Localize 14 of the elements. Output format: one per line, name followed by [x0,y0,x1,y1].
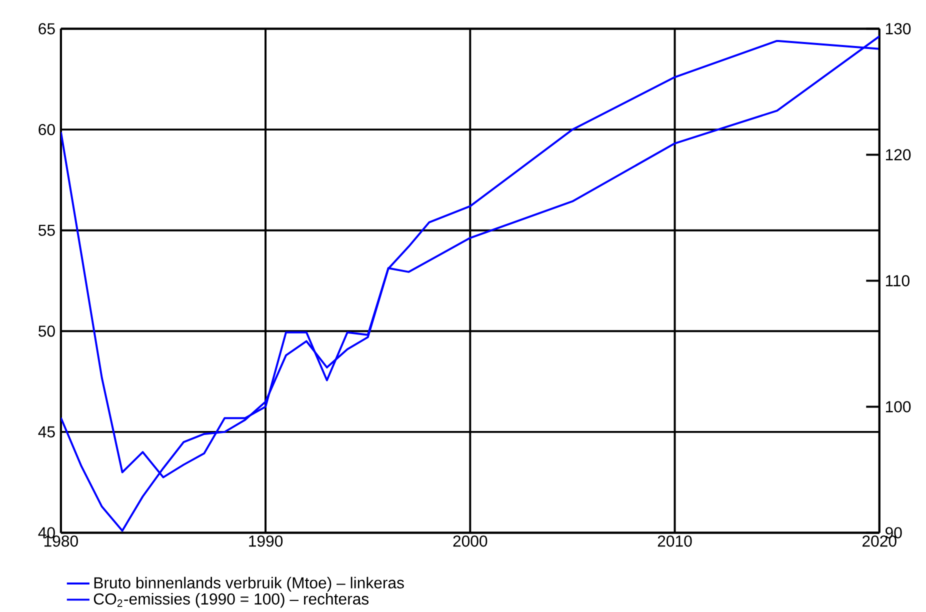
y2-tick-label: 110 [886,275,910,286]
y-tick-label: 65 [38,23,55,34]
x-tick-label: 1990 [249,535,283,547]
legend-label: CO$_{2}$-emissies (1990 = 100) – rechteras [94,592,369,608]
x-tick-label: 2010 [658,535,692,547]
y-tick-label: 45 [38,426,55,438]
x-tick-label: 2000 [453,535,488,547]
legend-label: Bruto binnenlands verbruik (Mtoe) – linkeras [94,576,404,592]
y-tick-label: 60 [38,124,55,136]
y2-tick-label: 120 [886,149,911,160]
y-tick-label: 50 [38,325,55,337]
y-tick-label: 55 [38,224,55,236]
y2-tick-label: 130 [886,23,911,34]
y2-tick-label: 100 [886,401,911,412]
